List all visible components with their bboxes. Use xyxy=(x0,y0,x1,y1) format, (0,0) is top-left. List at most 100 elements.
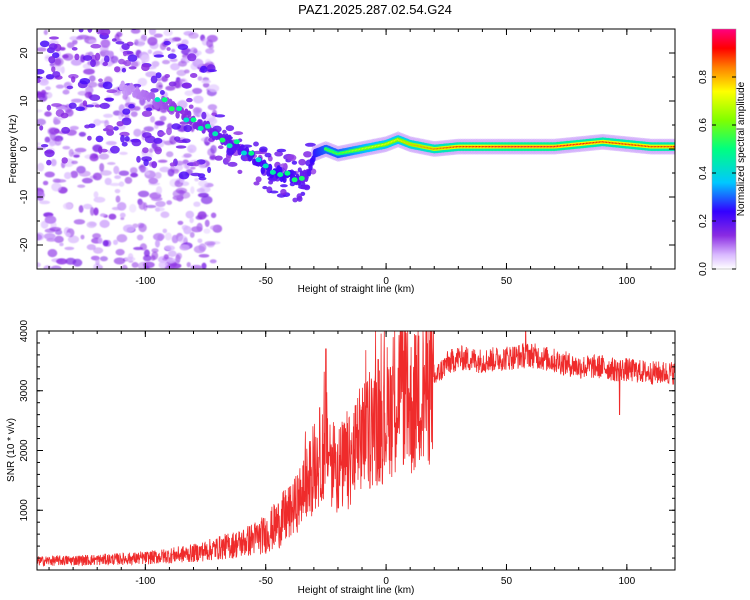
spectrogram-noise-blob xyxy=(77,184,86,188)
spectrogram-noise-blob xyxy=(197,238,203,244)
spectrogram-noise-blob xyxy=(56,105,68,111)
spectrogram-cluster-blob xyxy=(48,56,56,64)
spectrogram-noise-blob xyxy=(147,49,153,54)
spectrogram-cluster-blob xyxy=(187,53,197,62)
spectrogram-cluster-blob xyxy=(225,155,231,163)
spectrogram-cluster-blob xyxy=(128,103,135,109)
spectrogram-noise-blob xyxy=(190,186,195,194)
spectrogram-noise-blob xyxy=(37,118,46,126)
spectrogram-noise-blob xyxy=(44,136,51,143)
spectrogram-cluster-blob xyxy=(118,58,126,65)
spectrogram-y-tick-label: 0 xyxy=(19,146,30,152)
spectrogram-cluster-blob xyxy=(39,40,50,48)
spectrogram-noise-blob xyxy=(167,168,175,177)
snr-series-line xyxy=(37,331,675,568)
spectrogram-noise-blob xyxy=(192,87,203,95)
spectrogram-y-axis: -20 -10 0 10 20 xyxy=(19,28,675,270)
spectrogram-noise-blob xyxy=(55,84,65,89)
spectrogram-noise-blob xyxy=(88,39,97,44)
spectrogram-cluster-blob xyxy=(95,29,102,35)
spectrogram-noise-blob xyxy=(70,170,79,179)
spectrogram-cluster-blob xyxy=(90,59,96,68)
spectrogram-noise-blob xyxy=(164,245,175,251)
spectrogram-cluster-blob xyxy=(222,129,227,134)
spectrogram-bright-spot xyxy=(204,123,211,129)
spectrogram-cluster-blob xyxy=(159,90,165,95)
spectrogram-noise-blob xyxy=(137,77,148,87)
spectrogram-cluster-blob xyxy=(99,102,110,109)
spectrogram-cluster-blob xyxy=(37,78,41,84)
spectrogram-cluster-blob xyxy=(37,68,45,75)
spectrogram-y-tick-label: 10 xyxy=(19,95,30,107)
spectrogram-noise-blob xyxy=(188,32,199,39)
spectrogram-noise-blob xyxy=(62,89,70,95)
spectrogram-cluster-blob xyxy=(131,138,142,147)
spectrogram-bright-spot xyxy=(212,131,219,137)
spectrogram-noise-blob xyxy=(115,195,121,203)
spectrogram-cluster-blob xyxy=(207,69,217,73)
spectrogram-noise-blob xyxy=(183,153,192,158)
spectrogram-cluster-blob xyxy=(192,161,200,167)
spectrogram-y-tick-label: 20 xyxy=(19,47,30,59)
spectrogram-noise-blob xyxy=(147,36,158,46)
spectrogram-cluster-blob xyxy=(167,53,177,59)
spectrogram-bright-spot xyxy=(197,125,204,131)
spectrogram-field xyxy=(37,29,675,269)
spectrogram-noise-blob xyxy=(54,235,64,243)
spectrogram-noise-blob xyxy=(197,76,203,81)
spectrogram-noise-blob xyxy=(192,107,203,114)
spectrogram-noise-blob xyxy=(206,39,214,48)
spectrogram-noise-blob xyxy=(50,265,62,269)
spectrogram-cluster-blob xyxy=(201,111,207,120)
spectrogram-cluster-blob xyxy=(292,197,298,203)
spectrogram-noise-blob xyxy=(86,244,96,251)
spectrogram-noise-blob xyxy=(129,203,137,213)
spectrogram-cluster-blob xyxy=(268,180,274,185)
spectrogram-cluster-blob xyxy=(121,141,128,147)
spectrogram-cluster-blob xyxy=(274,151,283,157)
spectrogram-noise-blob xyxy=(70,58,82,66)
spectrogram-noise-blob xyxy=(93,191,99,199)
spectrogram-cluster-blob xyxy=(115,41,125,45)
spectrogram-cluster-blob xyxy=(190,73,198,78)
spectrogram-cluster-blob xyxy=(227,161,238,167)
spectrogram-noise-blob xyxy=(92,233,101,239)
spectrogram-noise-blob xyxy=(208,84,220,93)
spectrogram-cluster-blob xyxy=(102,81,113,90)
spectrogram-noise-blob xyxy=(66,42,75,49)
spectrogram-noise-blob xyxy=(155,239,160,248)
spectrogram-noise-blob xyxy=(168,250,177,257)
spectrogram-noise-blob xyxy=(117,202,127,211)
spectrogram-cluster-blob xyxy=(150,75,158,84)
spectrogram-cluster-blob xyxy=(183,124,192,133)
spectrogram-noise-blob xyxy=(37,262,41,268)
spectrogram-cluster-blob xyxy=(169,162,176,167)
spectrogram-cluster-blob xyxy=(286,154,297,162)
spectrogram-noise-blob xyxy=(136,234,144,241)
spectrogram-cluster-blob xyxy=(155,72,162,79)
spectrogram-cluster-blob xyxy=(141,63,150,72)
spectrogram-cluster-blob xyxy=(79,78,91,85)
snr-x-tick-label: 100 xyxy=(619,576,636,587)
spectrogram-cluster-blob xyxy=(74,53,80,61)
spectrogram-noise-blob xyxy=(47,249,58,258)
spectrogram-noise-blob xyxy=(115,248,125,256)
snr-x-label: Height of straight line (km) xyxy=(298,585,415,596)
spectrogram-noise-blob xyxy=(113,239,118,245)
spectrogram-cluster-blob xyxy=(46,159,52,166)
spectrogram-cluster-blob xyxy=(253,181,260,186)
spectrogram-noise-blob xyxy=(37,142,41,146)
spectrogram-cluster-blob xyxy=(218,145,224,150)
spectrogram-noise-blob xyxy=(82,203,93,210)
spectrogram-noise-blob xyxy=(154,172,162,179)
spectrogram-ridge xyxy=(120,80,125,88)
spectrogram-cluster-blob xyxy=(87,29,93,33)
spectrogram-noise-blob xyxy=(207,117,218,125)
spectrogram-noise-blob xyxy=(150,255,156,261)
spectrogram-cluster-blob xyxy=(116,121,124,127)
spectrogram-noise-blob xyxy=(69,36,79,41)
spectrogram-noise-blob xyxy=(110,55,119,64)
spectrogram-noise-blob xyxy=(154,124,159,130)
spectrogram-noise-blob xyxy=(163,29,173,37)
